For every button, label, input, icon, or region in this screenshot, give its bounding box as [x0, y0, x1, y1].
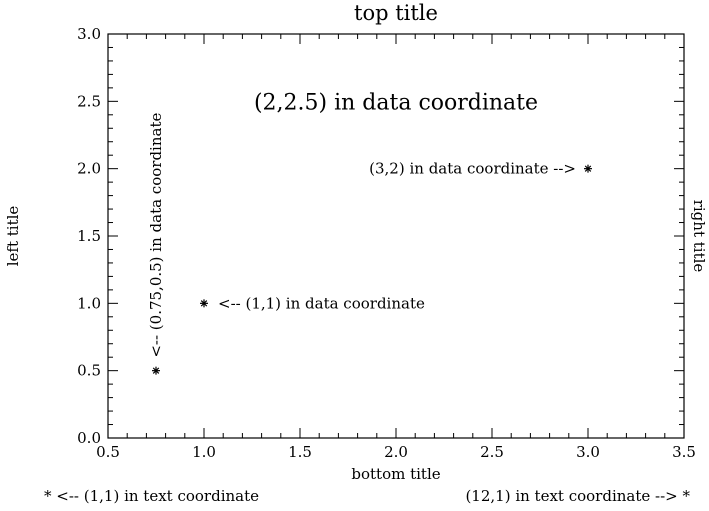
axis-ticks	[107, 33, 685, 439]
star-marker	[152, 366, 160, 375]
y-axis-label: left title	[4, 206, 22, 267]
text-coordinate-label-left: * <-- (1,1) in text coordinate	[44, 487, 259, 505]
x-tick-label: 2.0	[384, 443, 408, 461]
x-tick-labels: 0.5 1.0 1.5 2.0 2.5 3.0 3.5	[96, 443, 696, 461]
text-coordinate-label-right: (12,1) in text coordinate --> *	[465, 487, 690, 505]
y-tick-label: 1.5	[77, 227, 101, 245]
data-markers	[152, 164, 592, 375]
y-tick-label: 0.5	[77, 362, 101, 380]
star-marker	[200, 299, 208, 308]
y-tick-labels: 0.0 0.5 1.0 1.5 2.0 2.5 3.0	[77, 25, 101, 447]
x-tick-label: 2.5	[480, 443, 504, 461]
y-tick-label: 2.5	[77, 92, 101, 110]
chart-title: top title	[354, 1, 438, 25]
x-axis-label: bottom title	[351, 465, 440, 483]
x-tick-label: 1.0	[192, 443, 216, 461]
annotation-label: (2,2.5) in data coordinate	[254, 90, 538, 115]
y-tick-label: 3.0	[77, 25, 101, 43]
right-axis-label: right title	[690, 200, 708, 273]
annotation-label: <-- (1,1) in data coordinate	[218, 294, 425, 312]
y-tick-label: 2.0	[77, 160, 101, 178]
y-tick-label: 0.0	[77, 429, 101, 447]
x-tick-label: 3.0	[576, 443, 600, 461]
annotation-label: <-- (0.75,0.5) in data coordinate	[147, 113, 165, 358]
y-tick-label: 1.0	[77, 294, 101, 312]
x-tick-label: 1.5	[288, 443, 312, 461]
x-tick-label: 0.5	[96, 443, 120, 461]
annotations: (2,2.5) in data coordinate (3,2) in data …	[147, 90, 576, 357]
annotation-label: (3,2) in data coordinate -->	[369, 160, 576, 178]
x-tick-label: 3.5	[672, 443, 696, 461]
star-marker	[584, 164, 592, 173]
